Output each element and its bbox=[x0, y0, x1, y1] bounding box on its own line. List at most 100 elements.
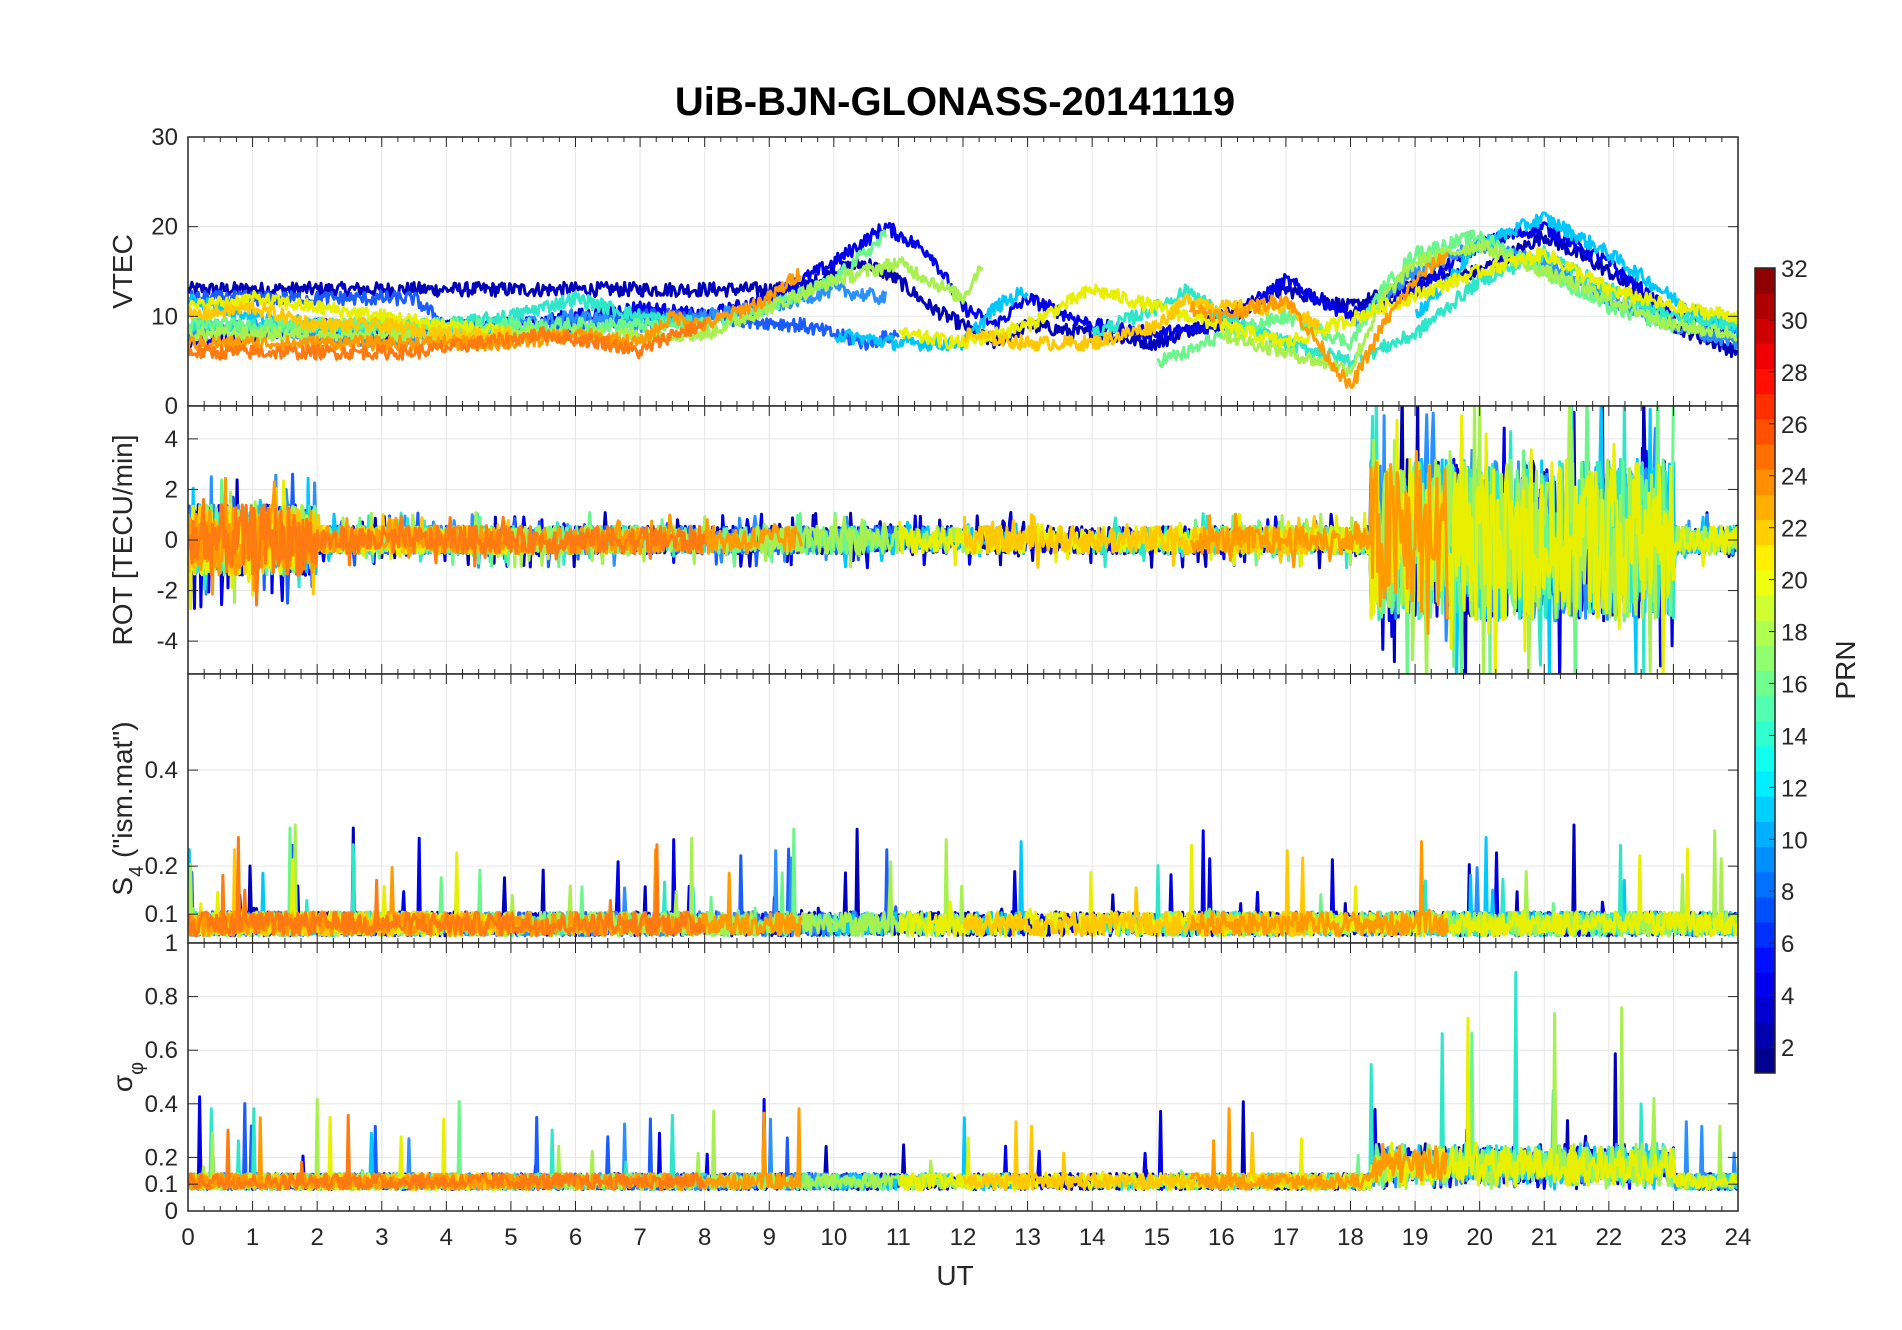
x-tick-label: 13 bbox=[1014, 1224, 1041, 1251]
colorbar-segment bbox=[1755, 444, 1775, 470]
panel-rot: -4 -2 0 2 4 ROT [TECU/min] bbox=[107, 405, 1739, 675]
y-tick-label: -2 bbox=[157, 578, 178, 605]
colorbar-tick-label: 10 bbox=[1781, 827, 1808, 854]
x-tick-label: 17 bbox=[1273, 1224, 1300, 1251]
x-tick-label: 5 bbox=[504, 1224, 517, 1251]
x-tick-label: 2 bbox=[310, 1224, 323, 1251]
y-tick-label: 4 bbox=[165, 426, 178, 453]
x-tick-label: 16 bbox=[1208, 1224, 1235, 1251]
colorbar-segment bbox=[1755, 519, 1775, 546]
chart-title: UiB-BJN-GLONASS-20141119 bbox=[675, 80, 1235, 124]
y-tick-label: 0.1 bbox=[145, 1171, 178, 1198]
colorbar-tick-label: 6 bbox=[1781, 931, 1794, 958]
colorbar-segment bbox=[1755, 771, 1775, 797]
series-line-prn-24 bbox=[188, 498, 707, 607]
x-tick-label: 14 bbox=[1079, 1224, 1106, 1251]
traces-rot bbox=[188, 406, 1738, 674]
x-tick-label: 15 bbox=[1143, 1224, 1170, 1251]
series-line-prn-24 bbox=[188, 319, 707, 361]
y-tick-label: 20 bbox=[151, 214, 178, 241]
colorbar-label: PRN bbox=[1830, 640, 1861, 699]
colorbar-segment bbox=[1755, 745, 1775, 772]
x-tick-label: 18 bbox=[1337, 1224, 1364, 1251]
traces-s4 bbox=[188, 823, 1738, 938]
colorbar-segment bbox=[1755, 896, 1775, 923]
x-tick-label: 20 bbox=[1466, 1224, 1493, 1251]
colorbar-frame bbox=[1754, 267, 1776, 1074]
y-tick-label: 1 bbox=[165, 930, 178, 957]
panel-vtec: 0 10 20 30 VTEC bbox=[107, 124, 1739, 420]
x-tick-label: 7 bbox=[633, 1224, 646, 1251]
y-tick-label: 0.4 bbox=[145, 757, 178, 784]
y-tick-label: -4 bbox=[157, 628, 178, 655]
x-tick-label: 19 bbox=[1402, 1224, 1429, 1251]
colorbar-segment bbox=[1755, 695, 1775, 722]
colorbar-segment bbox=[1755, 620, 1775, 646]
colorbar-segment bbox=[1755, 393, 1775, 420]
colorbar-segment bbox=[1755, 1047, 1775, 1074]
y-axis-label-vtec: VTEC bbox=[107, 234, 138, 309]
colorbar-segment bbox=[1755, 871, 1775, 898]
colorbar-segment bbox=[1755, 268, 1775, 294]
colorbar-tick-label: 30 bbox=[1781, 308, 1808, 335]
colorbar-segment bbox=[1755, 544, 1775, 571]
colorbar-segment bbox=[1755, 1022, 1775, 1049]
colorbar-tick-label: 18 bbox=[1781, 620, 1808, 647]
colorbar-segment bbox=[1755, 972, 1775, 999]
x-axis-label: UT bbox=[936, 1260, 973, 1291]
x-tick-label: 6 bbox=[569, 1224, 582, 1251]
series-line-prn-24 bbox=[188, 836, 707, 938]
colorbar-segment bbox=[1755, 293, 1775, 319]
colorbar-segment bbox=[1755, 368, 1775, 395]
colorbar-segment bbox=[1755, 569, 1775, 596]
x-tick-label: 1 bbox=[246, 1224, 259, 1251]
x-tick-label: 24 bbox=[1725, 1224, 1752, 1251]
colorbar-tick-label: 16 bbox=[1781, 671, 1808, 698]
y-tick-label: 0 bbox=[165, 393, 178, 420]
y-tick-label: 0.6 bbox=[145, 1037, 178, 1064]
y-tick-label: 0.1 bbox=[145, 901, 178, 928]
y-axis-label-rot: ROT [TECU/min] bbox=[107, 434, 138, 645]
colorbar-segment bbox=[1755, 469, 1775, 495]
colorbar-segment bbox=[1755, 494, 1775, 521]
colorbar-segment bbox=[1755, 418, 1775, 445]
colorbar-tick-label: 20 bbox=[1781, 568, 1808, 595]
x-tick-label: 4 bbox=[440, 1224, 453, 1251]
y-tick-label: 0.2 bbox=[145, 1144, 178, 1171]
colorbar-segment bbox=[1755, 997, 1775, 1024]
colorbar-segment bbox=[1755, 796, 1775, 822]
series-line-prn-24 bbox=[188, 1113, 707, 1191]
colorbar-tick-label: 14 bbox=[1781, 723, 1808, 750]
series-line-prn-19 bbox=[188, 246, 1738, 350]
y-tick-label: 0.2 bbox=[145, 853, 178, 880]
colorbar-tick-label: 2 bbox=[1781, 1035, 1794, 1062]
colorbar-tick-label: 12 bbox=[1781, 775, 1808, 802]
colorbar-segment bbox=[1755, 645, 1775, 671]
x-tick-label: 0 bbox=[181, 1224, 194, 1251]
y-tick-label: 30 bbox=[151, 124, 178, 151]
y-tick-label: 0.8 bbox=[145, 984, 178, 1011]
colorbar-segment bbox=[1755, 821, 1775, 848]
colorbar-tick-label: 26 bbox=[1781, 412, 1808, 439]
colorbar-segment bbox=[1755, 720, 1775, 747]
colorbar-tick-label: 28 bbox=[1781, 360, 1808, 387]
colorbar-tick-label: 8 bbox=[1781, 879, 1794, 906]
x-tick-label: 21 bbox=[1531, 1224, 1558, 1251]
traces-sigma bbox=[188, 971, 1738, 1192]
y-tick-label: 0.4 bbox=[145, 1091, 178, 1118]
colorbar-tick-label: 24 bbox=[1781, 464, 1808, 491]
colorbar-segment bbox=[1755, 947, 1775, 973]
colorbar-segment bbox=[1755, 343, 1775, 370]
colorbar-segment bbox=[1755, 670, 1775, 697]
colorbar-tick-label: 22 bbox=[1781, 516, 1808, 543]
panel-s4: 0.1 0.2 0.4S4 ("ism.mat") bbox=[107, 673, 1739, 944]
x-tick-label: 8 bbox=[698, 1224, 711, 1251]
x-tick-label: 12 bbox=[950, 1224, 977, 1251]
y-tick-label: 10 bbox=[151, 303, 178, 330]
y-axis-label-s4: S4 ("ism.mat") bbox=[107, 721, 148, 895]
colorbar-tick-label: 32 bbox=[1781, 256, 1808, 283]
colorbar-segment bbox=[1755, 846, 1775, 873]
